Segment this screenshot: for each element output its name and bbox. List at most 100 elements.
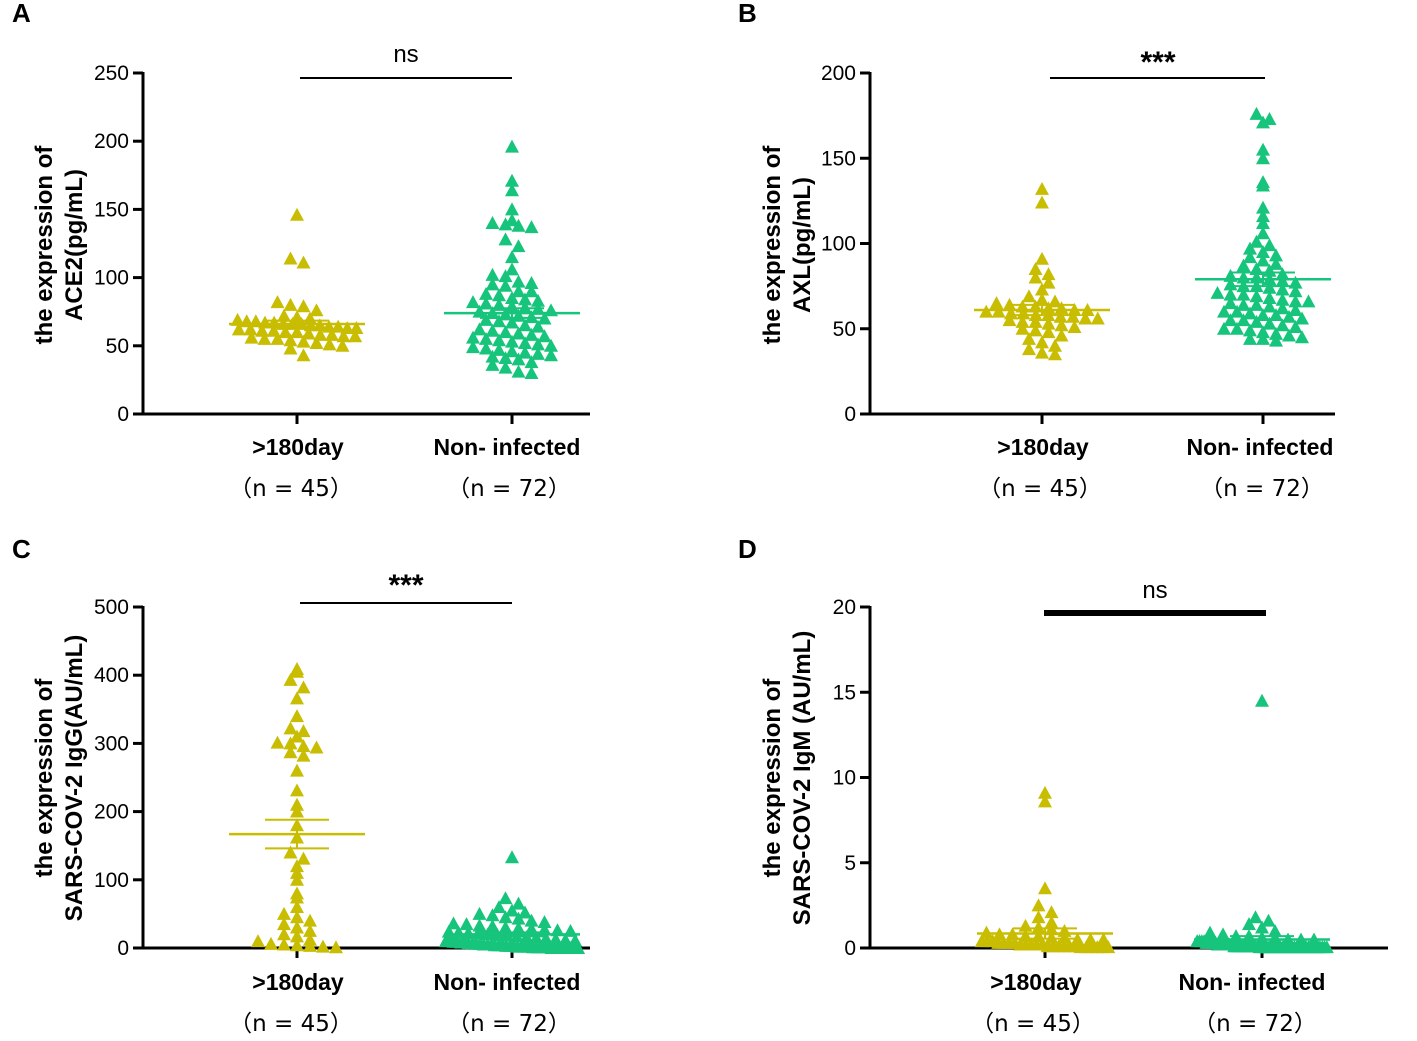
data-point [498,325,513,339]
data-point [1269,256,1283,270]
data-point [1236,287,1251,301]
category-label-1: >180day [990,969,1082,995]
panel-letter: D [738,534,757,564]
data-point [1054,318,1069,332]
data-point [1217,304,1231,318]
data-point [505,250,519,264]
data-point [1243,323,1257,337]
data-point [277,927,291,941]
data-point [1262,316,1277,330]
data-point [1038,881,1052,895]
data-point [1028,323,1043,337]
data-point [283,251,298,265]
data-point [303,913,317,927]
data-point [296,348,311,362]
data-point [1223,287,1238,301]
group-n-label-2: （n = 72） [447,1011,571,1037]
data-point [518,300,532,314]
data-point [270,295,285,309]
data-point [1041,267,1056,281]
y-tick-label: 0 [844,403,856,426]
data-point [1028,270,1043,284]
data-point [1048,347,1062,361]
data-point [1041,325,1056,339]
data-point [518,345,532,359]
data-point [335,338,350,352]
data-point [485,919,500,933]
data-point [1275,282,1290,296]
data-point [1035,195,1049,209]
data-point [290,709,304,723]
data-point [511,239,526,253]
data-point [472,304,487,318]
data-point [1256,226,1270,240]
data-point [1243,331,1257,345]
data-point [505,315,519,329]
data-point [277,308,291,322]
data-point [290,783,304,797]
data-point [1256,200,1270,214]
data-point [1275,318,1290,332]
data-point [498,269,513,283]
data-point [1243,241,1257,255]
data-point [1230,321,1244,335]
data-point [511,911,526,925]
data-point [1078,311,1093,325]
data-point [349,321,364,335]
data-point [1002,297,1017,311]
y-tick-label: 100 [94,267,129,290]
y-axis-label-line2: SARS-COV-2 IgM (AU/mL) [789,631,816,926]
y-tick-label: 500 [94,596,129,619]
data-point [1255,920,1269,934]
significance-label: ns [393,41,418,68]
data-point [303,938,317,952]
data-point [283,745,298,759]
data-point [290,938,304,952]
data-point [267,315,282,329]
y-tick-label: 100 [821,233,856,256]
data-point [485,908,500,922]
data-point [283,297,298,311]
data-point [498,278,513,292]
data-point [505,183,519,197]
group-n-label-2: （n = 72） [1200,476,1324,502]
data-point [1243,306,1257,320]
category-label-2: Non- infected [1187,434,1334,460]
data-point [1031,910,1046,924]
data-point [1223,277,1238,291]
data-point [1101,940,1116,954]
data-point [1016,306,1031,320]
data-point [511,352,526,366]
data-point [498,910,513,924]
data-point [511,218,526,232]
data-point [1256,151,1270,165]
data-point [1044,915,1059,929]
data-point [518,336,532,350]
data-point [498,232,513,246]
group-n-label-1: （n = 45） [971,1011,1095,1037]
data-point [518,318,532,332]
group-n-label-1: （n = 45） [229,476,353,502]
data-point [1269,326,1283,340]
data-point [290,691,304,705]
data-point [524,276,539,290]
data-point [1249,297,1264,311]
data-point [1210,285,1225,299]
data-point [472,322,487,336]
data-point [1301,294,1316,308]
category-label-2: Non- infected [1179,969,1326,995]
y-tick-label: 100 [94,869,129,892]
data-point [1236,258,1251,272]
data-point [296,748,311,762]
data-point [278,325,293,339]
data-point [511,284,526,298]
data-point [505,850,519,864]
data-point [296,255,311,269]
data-point [485,323,500,337]
data-point [277,917,291,931]
data-point [1256,209,1270,223]
data-point [1035,292,1049,306]
data-point [1269,308,1283,322]
data-point [524,366,539,380]
data-point [505,291,519,305]
